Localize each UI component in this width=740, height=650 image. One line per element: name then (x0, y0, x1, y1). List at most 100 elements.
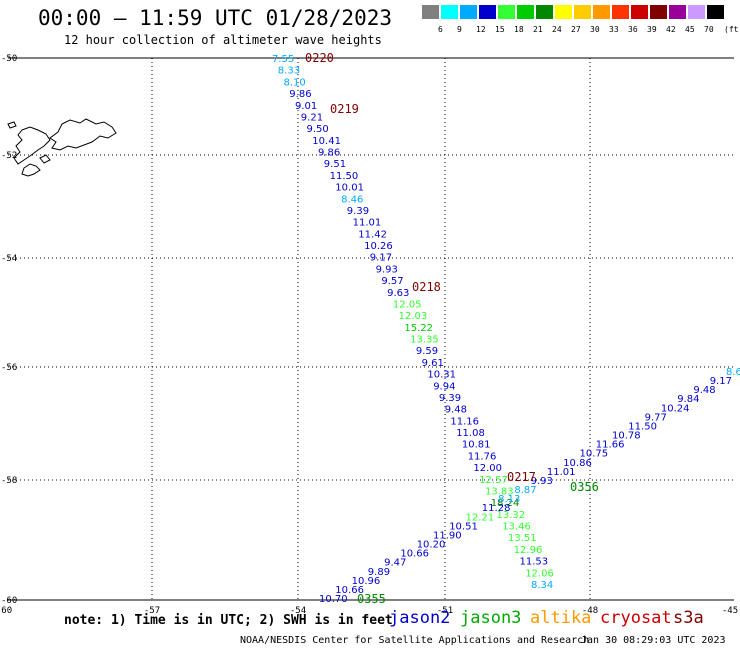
wave-height-value: 13.46 (502, 522, 531, 533)
latitude-label: -60 (1, 596, 17, 606)
wave-height-value: 8.87 (514, 485, 536, 496)
wave-height-value: 9.63 (387, 288, 409, 299)
legend-swatch (517, 5, 534, 19)
wave-height-value: 10.66 (335, 585, 364, 596)
longitude-label: -48 (582, 606, 598, 616)
legend-swatch (593, 5, 610, 19)
legend-swatch (422, 5, 439, 19)
legend-swatch (536, 5, 553, 19)
legend-label: 45 (685, 25, 695, 34)
ascending-track: 10.7010.6610.969.899.4710.6610.2011.9010… (319, 367, 740, 605)
longitude-label: -51 (437, 606, 453, 616)
wave-height-value: 9.39 (347, 206, 369, 217)
axis-labels: -60 -57 -54 -51 -48 -45 -50 -52 -54 -56 -58 -60 (0, 54, 738, 616)
legend-unit: (ft) (724, 25, 740, 34)
pass-time-label: 0355 (357, 592, 386, 606)
legend-label: 70 (704, 25, 714, 34)
legend-swatch (498, 5, 515, 19)
satellite-name: cryosat (600, 608, 672, 628)
latitude-label: -52 (1, 151, 17, 161)
wave-height-value: 9.89 (368, 567, 390, 578)
wave-height-value: 12.03 (399, 311, 428, 322)
wave-height-value: 9.93 (376, 264, 398, 275)
wave-height-value: 11.42 (358, 229, 387, 240)
latitude-label: -50 (1, 54, 17, 64)
wave-height-value: 10.24 (661, 403, 690, 414)
wave-height-value: 18.24 (491, 498, 520, 509)
descending-track: 7.558.338.109.869.019.219.5010.419.869.5… (272, 54, 554, 591)
wave-height-value: 11.50 (330, 171, 359, 182)
wave-height-value: 8.46 (341, 194, 363, 205)
legend-label: 33 (609, 25, 619, 34)
satellite-name: jason2 (389, 608, 451, 628)
wave-height-value: 9.93 (531, 476, 553, 487)
wave-height-value: 8.33 (278, 66, 300, 77)
wave-height-value: 12.00 (473, 463, 502, 474)
wave-height-value: 8.34 (531, 580, 553, 591)
legend-label: 27 (571, 25, 581, 34)
wave-height-value: 9.94 (433, 381, 455, 392)
graticule (8, 58, 734, 600)
wave-height-value: 10.86 (563, 458, 592, 469)
wave-height-value: 10.70 (319, 594, 348, 605)
pass-time-labels: 0220 0219 0218 0217 0356 0355 (305, 51, 599, 606)
wave-height-value: 10.31 (427, 370, 456, 381)
wave-height-value: 11.08 (456, 428, 485, 439)
wave-height-value: 11.66 (596, 440, 625, 451)
pass-time-label: 0219 (330, 102, 359, 116)
wave-height-value: 10.41 (312, 136, 341, 147)
wave-height-value: 8.6 (726, 367, 740, 378)
map-frame (8, 57, 734, 601)
wave-height-value: 11.01 (353, 218, 382, 229)
wave-height-value: 9.17 (370, 253, 392, 264)
wave-height-value: 9.50 (307, 124, 329, 135)
wave-height-value: 10.81 (462, 440, 491, 451)
wave-height-value: 12.05 (393, 300, 422, 311)
legend-swatch (574, 5, 591, 19)
legend-label: 12 (476, 25, 486, 34)
map-subtitle: 12 hour collection of altimeter wave hei… (64, 33, 382, 47)
wave-height-value: 9.01 (295, 101, 317, 112)
satellite-name: s3a (673, 608, 704, 628)
wave-height-value: 8.10 (284, 77, 306, 88)
wave-height-value: 9.51 (324, 159, 346, 170)
wave-height-value: 10.01 (335, 183, 364, 194)
credit-text: NOAA/NESDIS Center for Satellite Applica… (240, 635, 590, 646)
wave-height-value: 9.86 (318, 148, 340, 159)
pass-time-label: 0220 (305, 51, 334, 65)
pass-time-label: 0356 (570, 480, 599, 494)
legend-swatch (479, 5, 496, 19)
falkland-islands-coastline (7, 118, 117, 177)
map-title: 00:00 – 11:59 UTC 01/28/2023 (38, 6, 393, 30)
wave-height-value: 12.57 (479, 475, 508, 486)
wave-height-value: 12.06 (525, 568, 554, 579)
wave-height-value: 9.47 (384, 558, 406, 569)
wave-height-value: 11.50 (628, 422, 657, 433)
legend-label: 6 (438, 25, 443, 34)
legend-swatch (441, 5, 458, 19)
pass-time-label: 0217 (507, 470, 536, 484)
latitude-label: -54 (1, 254, 17, 264)
legend-swatch (555, 5, 572, 19)
generation-timestamp: Jan 30 08:29:03 UTC 2023 (581, 635, 726, 646)
wave-height-value: 12.21 (466, 512, 495, 523)
wave-height-value: 10.96 (352, 576, 381, 587)
wave-height-value: 11.76 (468, 451, 497, 462)
wave-height-value: 13.51 (508, 533, 537, 544)
wave-height-value: 13.83 (485, 487, 514, 498)
footer-note: note: 1) Time is in UTC; 2) SWH is in fe… (64, 613, 393, 628)
wave-height-value: 12.96 (514, 545, 543, 556)
wave-height-value: 15.22 (404, 323, 433, 334)
wave-height-value: 9.59 (416, 346, 438, 357)
legend-swatch (612, 5, 629, 19)
wave-height-value: 9.48 (445, 405, 467, 416)
wave-height-value: 10.26 (364, 241, 393, 252)
wave-height-value: 13.32 (497, 510, 526, 521)
legend-label: 30 (590, 25, 600, 34)
longitude-label: -45 (722, 606, 738, 616)
legend-swatch (631, 5, 648, 19)
wave-height-value: 11.01 (547, 467, 576, 478)
longitude-label: -60 (0, 606, 12, 616)
legend-label: 15 (495, 25, 505, 34)
